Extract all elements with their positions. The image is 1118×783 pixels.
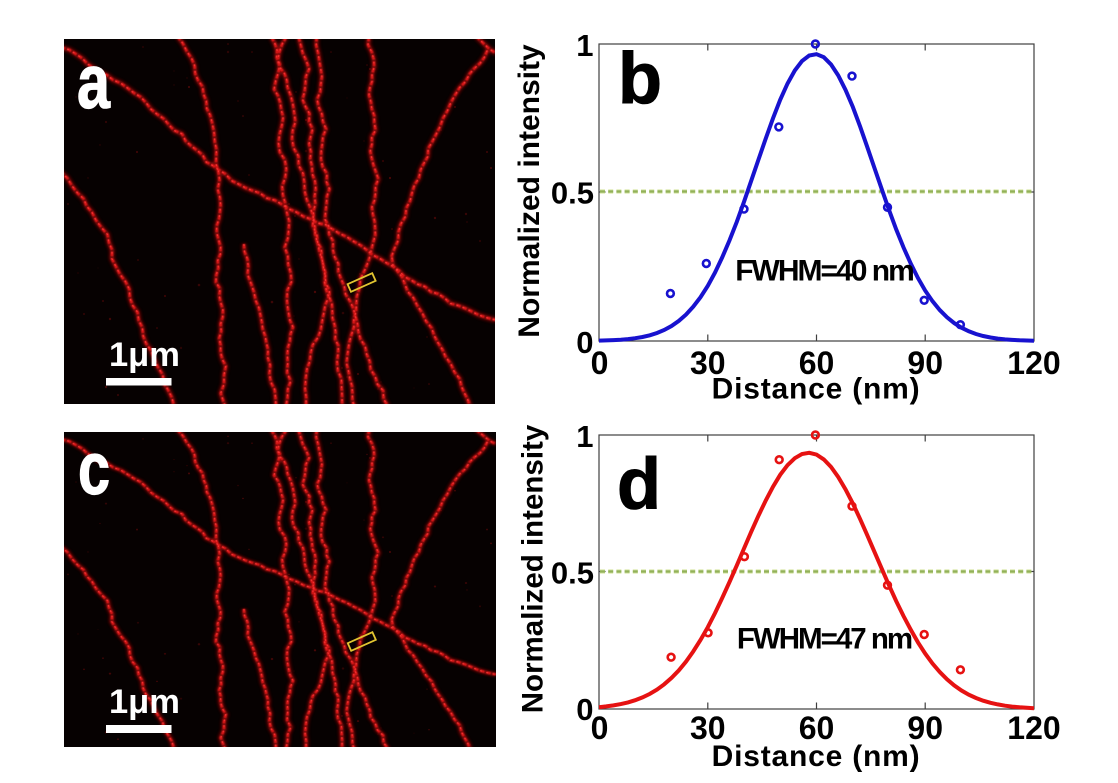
svg-text:0.5: 0.5 [551,176,594,211]
svg-text:0: 0 [576,325,593,360]
svg-text:90: 90 [907,345,943,381]
svg-text:30: 30 [690,710,726,746]
svg-text:0: 0 [576,692,593,727]
svg-text:1: 1 [576,28,593,63]
svg-text:1μm: 1μm [109,683,180,721]
svg-text:a: a [77,40,111,125]
svg-text:0.5: 0.5 [551,555,594,590]
svg-text:120: 120 [1007,710,1060,746]
svg-text:90: 90 [907,710,943,746]
svg-text:Distance (nm): Distance (nm) [712,373,921,406]
svg-text:b: b [618,39,662,119]
svg-text:Normalized intensity: Normalized intensity [513,44,546,338]
svg-text:FWHM=47 nm: FWHM=47 nm [737,623,912,656]
svg-text:60: 60 [799,345,835,381]
svg-text:1: 1 [576,419,593,454]
svg-text:30: 30 [690,345,726,381]
svg-text:0: 0 [591,710,609,746]
svg-text:Distance (nm): Distance (nm) [712,740,921,773]
svg-text:c: c [78,427,110,510]
svg-text:FWHM=40 nm: FWHM=40 nm [735,254,913,287]
svg-text:120: 120 [1007,345,1060,381]
svg-text:1μm: 1μm [109,336,180,374]
svg-text:60: 60 [799,710,835,746]
svg-text:Normalized intensity: Normalized intensity [517,424,550,713]
svg-text:d: d [617,445,661,525]
svg-text:0: 0 [591,345,609,381]
